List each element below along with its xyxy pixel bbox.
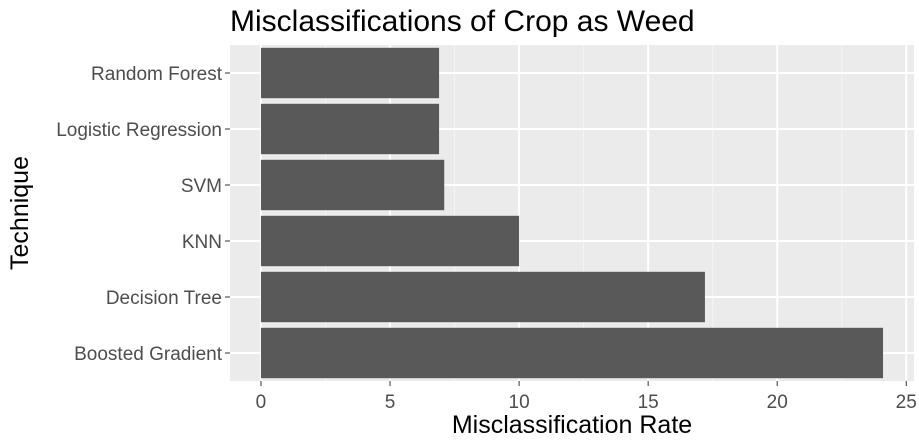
y-tick-label: Boosted Gradient [74, 344, 223, 365]
grid-minor [325, 45, 843, 381]
bar [260, 47, 440, 99]
x-tick-label: 10 [509, 392, 530, 413]
bar [260, 159, 445, 211]
bar [260, 103, 440, 155]
x-tick-label: 25 [896, 392, 917, 413]
y-axis: Boosted Gradient Decision Tree KNN SVM Logis… [56, 64, 230, 365]
y-tick-label: Random Forest [91, 64, 223, 85]
chart-title: Misclassifications of Crop as Weed [230, 5, 695, 38]
bar [260, 215, 520, 267]
y-tick-label: Logistic Regression [56, 120, 222, 141]
x-tick-label: 5 [385, 392, 396, 413]
x-tick-label: 0 [256, 392, 267, 413]
bar [260, 271, 705, 323]
y-tick-label: KNN [182, 232, 222, 253]
y-tick-label: Decision Tree [106, 288, 222, 309]
bars [260, 47, 884, 379]
plot-panel [230, 45, 914, 381]
x-axis-title: Misclassification Rate [452, 411, 692, 439]
x-axis: 0 5 10 15 20 25 [256, 381, 917, 413]
x-tick-label: 20 [767, 392, 788, 413]
y-tick-label: SVM [181, 176, 222, 197]
y-axis-title: Technique [6, 156, 34, 270]
bar [260, 327, 884, 379]
x-tick-label: 15 [638, 392, 659, 413]
